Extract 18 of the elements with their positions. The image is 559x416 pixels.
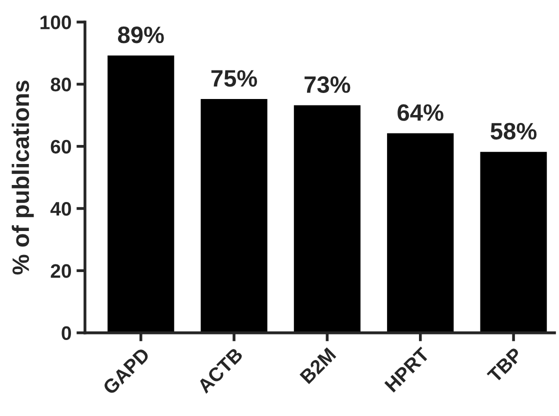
x-tick-label: TBP <box>486 346 524 384</box>
bar <box>108 56 174 333</box>
bar <box>294 105 361 333</box>
y-tick-label: 100 <box>40 16 71 30</box>
y-tick-label: 20 <box>50 264 71 278</box>
y-tick-label: 40 <box>50 202 71 216</box>
y-tick-label: 80 <box>50 78 71 92</box>
bar <box>387 133 454 333</box>
data-label: 73% <box>304 76 350 93</box>
bar <box>480 152 547 333</box>
data-label: 75% <box>211 70 258 87</box>
data-label: 89% <box>118 26 164 44</box>
y-axis-title: % of publications <box>12 80 34 275</box>
data-label: 58% <box>490 122 537 140</box>
y-tick-label: 0 <box>62 326 71 340</box>
y-tick-label: 60 <box>50 140 71 154</box>
data-label: 64% <box>398 104 444 121</box>
bar <box>200 99 268 333</box>
